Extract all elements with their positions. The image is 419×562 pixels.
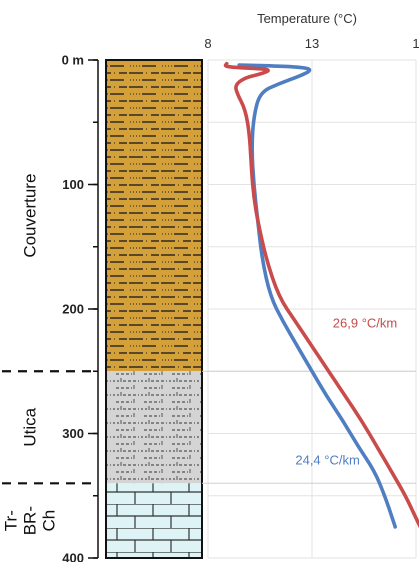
temperature-tick-label: 13	[305, 36, 319, 51]
gradient-label-1: 26,9 °C/km	[333, 316, 397, 331]
unit-label-2: Ch	[40, 510, 59, 532]
temperature-tick-label: 8	[204, 36, 211, 51]
lithology-unit-0	[106, 60, 202, 372]
depth-tick-label: 200	[62, 302, 84, 317]
unit-label-0: Couverture	[21, 174, 40, 258]
temperature-curve-1	[223, 61, 419, 529]
x-axis-title: Temperature (°C)	[257, 11, 357, 26]
depth-tick-label: 400	[62, 551, 84, 562]
temperature-tick-label: 1	[412, 36, 419, 51]
depth-tick-label: 0 m	[62, 53, 84, 68]
temperature-axis: 8 13 1	[204, 36, 419, 51]
unit-label-2: BR-	[21, 506, 40, 535]
lithology-unit-1	[106, 371, 202, 484]
temperature-curves: 24,4 °C/km 26,9 °C/km	[223, 61, 419, 529]
column-outline	[105, 59, 203, 559]
lithology-unit-2	[106, 483, 202, 558]
depth-axis: 0 m 100 200 300 400	[62, 53, 99, 562]
unit-label-1: Utica	[21, 407, 40, 446]
unit-label-2: Tr-	[2, 510, 21, 531]
depth-tick-label: 300	[62, 426, 84, 441]
unit-labels: Couverture Utica Tr- BR- Ch	[2, 174, 416, 535]
temperature-curve-0	[237, 63, 397, 529]
stratigraphic-column	[105, 59, 203, 559]
gradient-label-0: 24,4 °C/km	[295, 453, 359, 468]
depth-tick-label: 100	[62, 177, 84, 192]
